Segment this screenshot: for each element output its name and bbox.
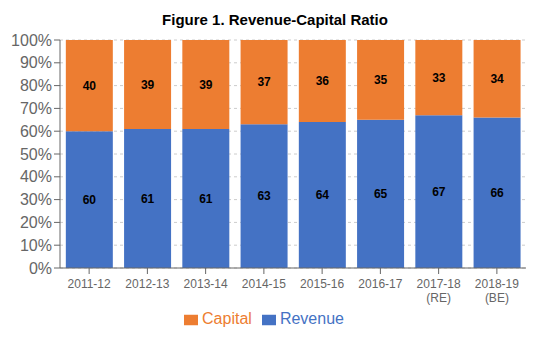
svg-text:61: 61 [141, 192, 155, 206]
svg-text:2012-13: 2012-13 [125, 277, 169, 291]
svg-text:2011-12: 2011-12 [68, 277, 111, 291]
svg-text:35: 35 [374, 73, 388, 87]
svg-text:90%: 90% [20, 54, 52, 71]
svg-text:60%: 60% [20, 123, 52, 140]
svg-text:2013-14: 2013-14 [184, 277, 228, 291]
svg-text:64: 64 [316, 188, 330, 202]
svg-text:63: 63 [257, 189, 271, 203]
svg-text:20%: 20% [20, 214, 52, 231]
svg-text:39: 39 [141, 78, 155, 92]
svg-text:80%: 80% [20, 77, 52, 94]
svg-text:39: 39 [199, 78, 213, 92]
svg-text:34: 34 [490, 72, 504, 86]
svg-text:10%: 10% [20, 237, 52, 254]
svg-text:70%: 70% [20, 100, 52, 117]
svg-text:33: 33 [432, 71, 446, 85]
html-text:Figure 1. Revenue-Capital Rati: Figure 1. Revenue-Capital Ratio [162, 11, 388, 28]
svg-text:65: 65 [374, 187, 388, 201]
svg-text:40: 40 [83, 79, 97, 93]
svg-text:2018-19(BE): 2018-19(BE) [475, 277, 519, 305]
svg-text:2014-15: 2014-15 [242, 277, 286, 291]
svg-text:40%: 40% [20, 168, 52, 185]
svg-text:60: 60 [83, 193, 97, 207]
svg-text:30%: 30% [20, 191, 52, 208]
svg-text:50%: 50% [20, 146, 52, 163]
html-text:Capital: Capital [202, 310, 252, 327]
html-text:Revenue: Revenue [279, 310, 344, 327]
svg-text:100%: 100% [11, 32, 52, 49]
svg-text:2017-18(RE): 2017-18(RE) [417, 277, 461, 305]
svg-text:67: 67 [432, 185, 446, 199]
svg-text:36: 36 [316, 74, 330, 88]
svg-text:61: 61 [199, 192, 213, 206]
svg-text:66: 66 [490, 186, 504, 200]
svg-text:2016-17: 2016-17 [358, 277, 402, 291]
svg-text:37: 37 [257, 75, 271, 89]
svg-text:2015-16: 2015-16 [300, 277, 344, 291]
svg-text:0%: 0% [29, 260, 52, 277]
